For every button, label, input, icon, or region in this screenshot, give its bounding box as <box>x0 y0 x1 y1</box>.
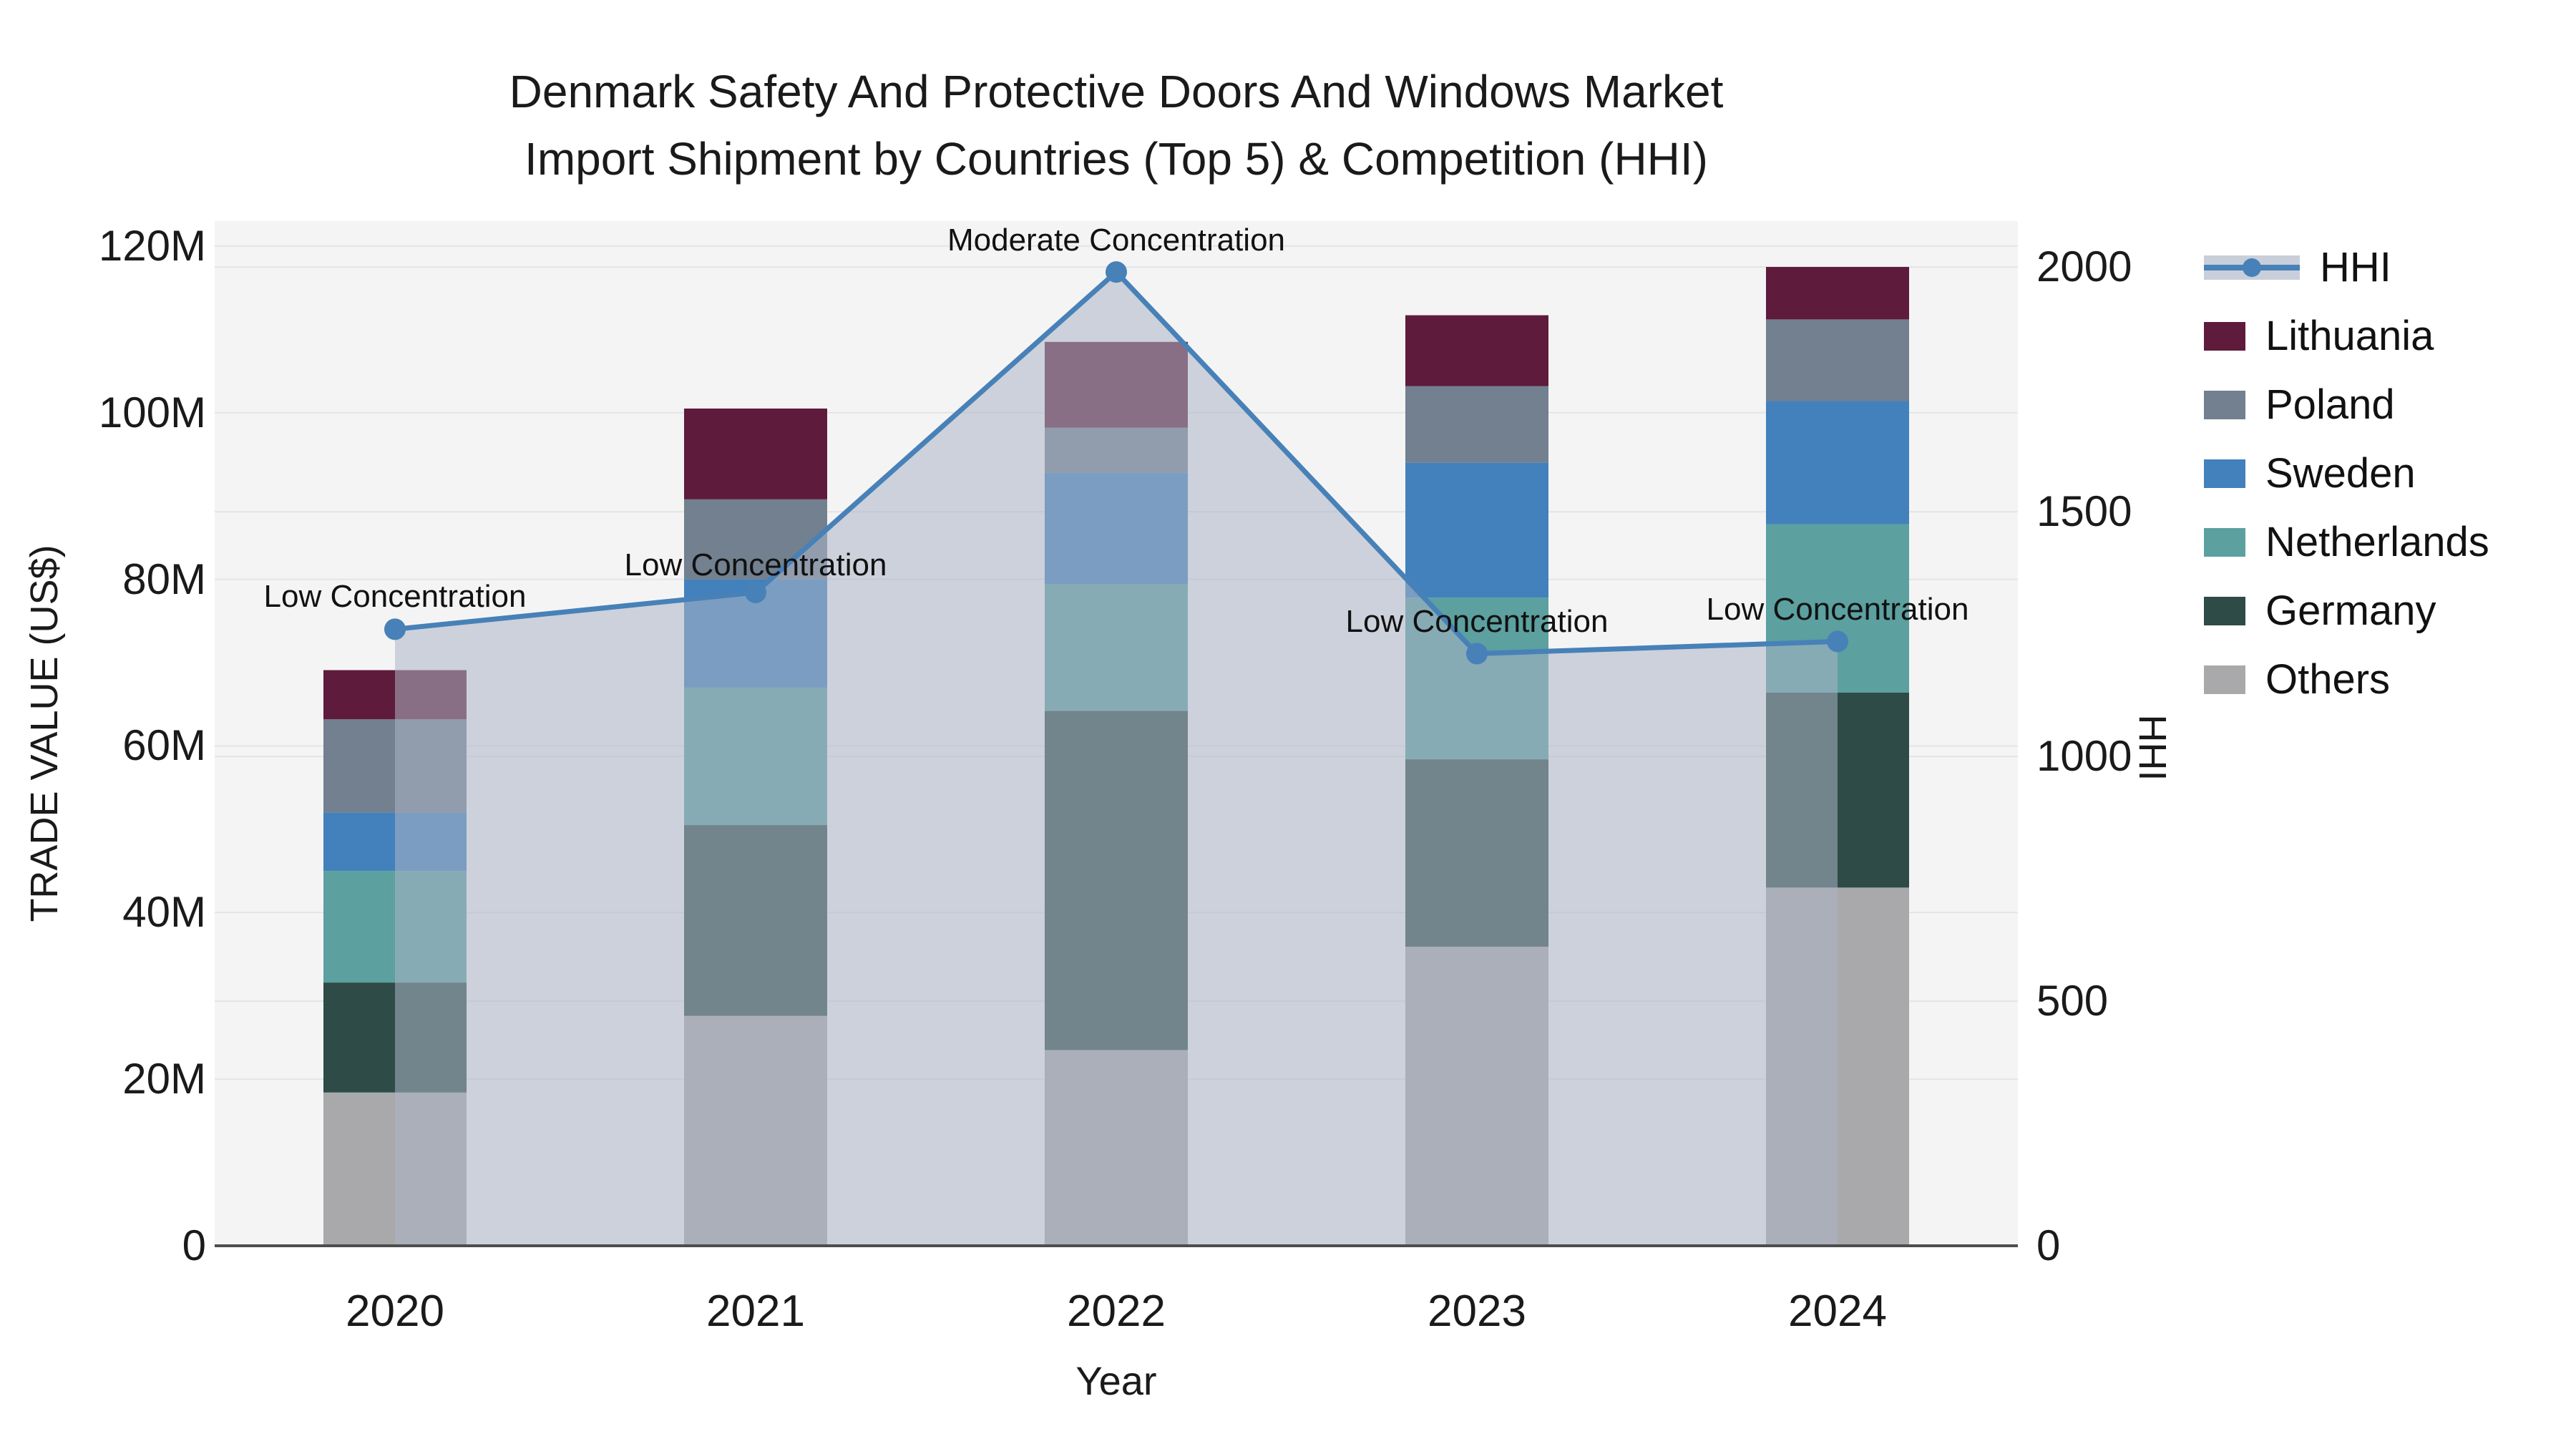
y-right-tick-label: 1000 <box>2036 732 2132 781</box>
y-left-tick-label: 60M <box>122 721 206 770</box>
y-left-tick-label: 20M <box>122 1055 206 1103</box>
legend: HHI Lithuania Poland Sweden Netherlands … <box>2204 233 2489 714</box>
legend-item-hhi: HHI <box>2204 233 2489 302</box>
annotation-2021: Low Concentration <box>624 547 887 583</box>
x-tick-label-2023: 2023 <box>1428 1287 1526 1336</box>
chart-title-line1: Denmark Safety And Protective Doors And … <box>509 66 1724 117</box>
legend-item-netherlands: Netherlands <box>2204 508 2489 577</box>
bar-segment-sweden-2023 <box>1405 462 1548 598</box>
legend-item-sweden: Sweden <box>2204 439 2489 508</box>
hhi-line-swatch-icon <box>2204 255 2300 280</box>
y-right-tick-label: 1500 <box>2036 487 2132 536</box>
bar-segment-sweden-2024 <box>1766 401 1909 525</box>
legend-item-others: Others <box>2204 645 2489 714</box>
legend-label-germany: Germany <box>2265 587 2436 634</box>
legend-label-others: Others <box>2265 656 2391 703</box>
x-tick-label-2020: 2020 <box>346 1287 444 1336</box>
legend-label-netherlands: Netherlands <box>2265 519 2489 565</box>
bar-segment-lithuania-2023 <box>1405 315 1548 386</box>
annotation-2022: Moderate Concentration <box>947 223 1286 258</box>
legend-item-lithuania: Lithuania <box>2204 302 2489 371</box>
y-left-tick-label: 100M <box>98 388 206 436</box>
annotation-2020: Low Concentration <box>263 579 527 615</box>
x-tick-label-2022: 2022 <box>1067 1287 1166 1336</box>
y-left-tick-label: 0 <box>182 1221 206 1269</box>
bar-segment-lithuania-2021 <box>684 408 827 499</box>
x-axis-title: Year <box>1075 1358 1157 1403</box>
legend-label-hhi: HHI <box>2320 244 2391 291</box>
lithuania-color-swatch <box>2204 322 2245 351</box>
y-left-tick-label: 80M <box>122 555 206 603</box>
x-tick-label-2021: 2021 <box>706 1287 805 1336</box>
y-right-tick-label: 0 <box>2036 1221 2061 1269</box>
legend-label-lithuania: Lithuania <box>2265 313 2434 359</box>
hhi-line <box>384 261 1848 665</box>
y-right-axis-title: HHI <box>2131 714 2174 781</box>
bar-segment-poland-2023 <box>1405 386 1548 463</box>
legend-label-sweden: Sweden <box>2265 450 2416 497</box>
bar-segment-lithuania-2024 <box>1766 267 1909 320</box>
annotation-2024: Low Concentration <box>1706 592 1969 628</box>
sweden-color-swatch <box>2204 459 2245 488</box>
netherlands-color-swatch <box>2204 528 2245 557</box>
hhi-marker-icon <box>2243 258 2261 277</box>
y-left-axis-title: TRADE VALUE (US$) <box>23 545 66 922</box>
y-left-tick-label: 120M <box>98 221 206 270</box>
y-left-tick-label: 40M <box>122 888 206 937</box>
legend-item-germany: Germany <box>2204 577 2489 645</box>
bar-segment-poland-2024 <box>1766 319 1909 401</box>
hhi-area-fill <box>395 272 1838 1246</box>
chart-title-line2: Import Shipment by Countries (Top 5) & C… <box>525 133 1708 185</box>
poland-color-swatch <box>2204 391 2245 419</box>
y-right-tick-label: 2000 <box>2036 243 2132 291</box>
legend-label-poland: Poland <box>2265 381 2395 428</box>
y-right-tick-label: 500 <box>2036 977 2109 1025</box>
legend-item-poland: Poland <box>2204 371 2489 439</box>
annotation-2023: Low Concentration <box>1345 603 1609 639</box>
others-color-swatch <box>2204 665 2245 694</box>
germany-color-swatch <box>2204 597 2245 625</box>
x-tick-label-2024: 2024 <box>1788 1287 1887 1336</box>
